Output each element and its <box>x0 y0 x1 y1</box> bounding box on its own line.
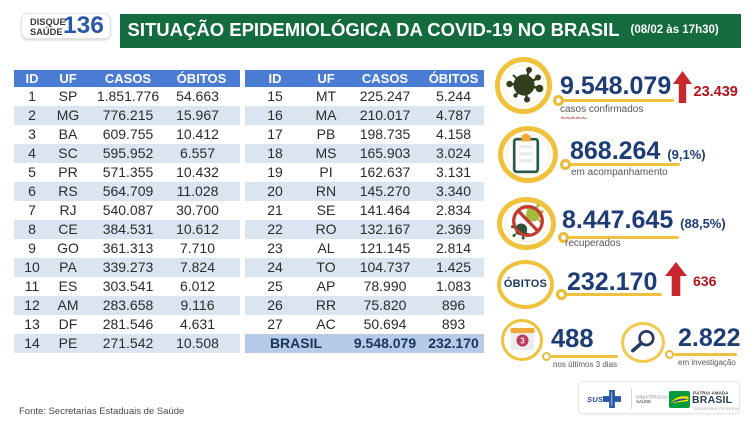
svg-text:3: 3 <box>520 337 525 346</box>
